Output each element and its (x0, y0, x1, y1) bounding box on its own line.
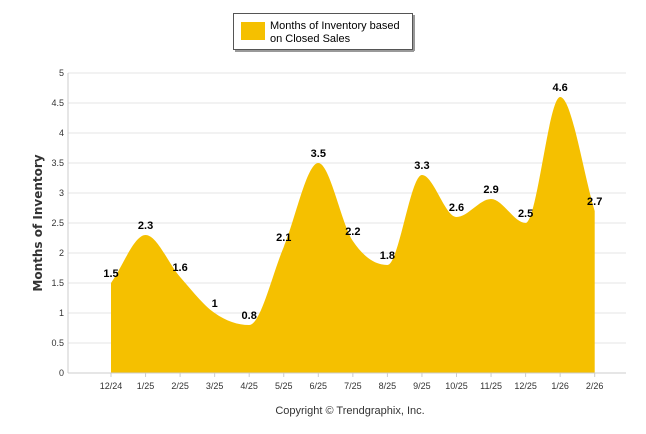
data-label: 1.5 (103, 268, 118, 280)
data-label: 1 (212, 298, 218, 310)
data-label: 2.2 (345, 226, 360, 238)
y-tick-label: 0.5 (51, 338, 64, 348)
legend-swatch (241, 22, 265, 40)
data-label: 0.8 (242, 310, 257, 322)
data-label: 2.1 (276, 232, 291, 244)
data-label: 2.6 (449, 202, 464, 214)
legend-label-line2: on Closed Sales (270, 33, 351, 45)
y-axis-title: Months of Inventory (31, 154, 45, 291)
x-tick-label: 9/25 (413, 381, 431, 391)
legend-label-line1: Months of Inventory based (270, 20, 400, 32)
x-tick-label: 6/25 (310, 381, 328, 391)
x-tick-label: 1/25 (137, 381, 155, 391)
data-labels: 1.5 2.3 1.6 1 0.8 2.1 3.5 2.2 1.8 3.3 2.6 2.9 2.5 4.6… (103, 82, 602, 322)
y-tick-label: 1.5 (51, 278, 64, 288)
x-tick-label: 11/25 (480, 381, 502, 391)
x-tick-label: 1/26 (551, 381, 569, 391)
x-tick-label: 4/25 (240, 381, 258, 391)
x-tick-label: 5/25 (275, 381, 293, 391)
data-label: 2.9 (483, 184, 498, 196)
y-tick-label: 4.5 (51, 98, 64, 108)
x-tick-label: 7/25 (344, 381, 362, 391)
legend: Months of Inventory based on Closed Sale… (233, 13, 415, 52)
x-tick-label: 8/25 (379, 381, 397, 391)
y-tick-label: 5 (59, 68, 64, 78)
copyright-text: Copyright © Trendgraphix, Inc. (275, 405, 424, 417)
x-tick-label: 3/25 (206, 381, 224, 391)
y-tick-label: 2.5 (51, 218, 64, 228)
y-tick-label: 4 (59, 128, 64, 138)
data-label: 2.7 (587, 196, 602, 208)
data-label: 2.3 (138, 220, 153, 232)
x-tick-label: 2/25 (171, 381, 189, 391)
y-tick-labels: 0 0.5 1 1.5 2 2.5 3 3.5 4 4.5 5 (51, 68, 64, 378)
y-tick-label: 3.5 (51, 158, 64, 168)
series-area (111, 97, 595, 373)
x-tick-label: 2/26 (586, 381, 604, 391)
data-label: 4.6 (553, 82, 568, 94)
x-tick-label: 12/24 (100, 381, 123, 391)
x-tick-label: 12/25 (514, 381, 537, 391)
series-area-group (111, 97, 595, 373)
y-tick-label: 0 (59, 368, 64, 378)
x-tick-labels: 12/24 1/25 2/25 3/25 4/25 5/25 6/25 7/25 8/25 9/2… (100, 373, 604, 391)
data-label: 3.5 (311, 148, 326, 160)
data-label: 1.8 (380, 250, 395, 262)
x-tick-label: 10/25 (445, 381, 468, 391)
y-tick-label: 3 (59, 188, 64, 198)
y-tick-label: 2 (59, 248, 64, 258)
axes (67, 73, 626, 374)
data-label: 2.5 (518, 208, 533, 220)
data-label: 1.6 (172, 262, 187, 274)
y-tick-label: 1 (59, 308, 64, 318)
data-label: 3.3 (414, 160, 429, 172)
